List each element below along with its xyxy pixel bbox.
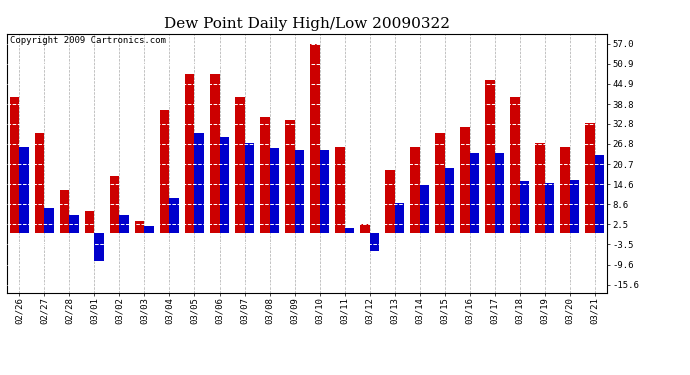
Bar	[260, 117, 270, 233]
Bar	[360, 225, 370, 233]
Bar	[60, 190, 70, 233]
Bar	[195, 133, 204, 233]
Bar	[335, 147, 344, 233]
Text: Copyright 2009 Cartronics.com: Copyright 2009 Cartronics.com	[10, 36, 166, 45]
Bar	[185, 74, 195, 233]
Bar	[570, 180, 579, 233]
Bar	[544, 183, 554, 233]
Bar	[170, 198, 179, 233]
Bar	[285, 120, 295, 233]
Bar	[535, 143, 544, 233]
Bar	[160, 110, 170, 233]
Bar	[310, 44, 319, 233]
Bar	[370, 233, 379, 251]
Bar	[70, 214, 79, 233]
Bar	[210, 74, 219, 233]
Bar	[595, 155, 604, 233]
Bar	[385, 170, 395, 233]
Bar	[35, 133, 44, 233]
Bar	[495, 153, 504, 233]
Bar	[560, 147, 570, 233]
Bar	[485, 80, 495, 233]
Bar	[44, 208, 54, 233]
Bar	[510, 97, 520, 233]
Bar	[95, 233, 104, 261]
Bar	[319, 150, 329, 233]
Bar	[444, 168, 454, 233]
Bar	[270, 148, 279, 233]
Bar	[244, 143, 254, 233]
Bar	[135, 221, 144, 233]
Bar	[19, 147, 29, 233]
Bar	[585, 123, 595, 233]
Bar	[119, 214, 129, 233]
Bar	[295, 150, 304, 233]
Bar	[85, 211, 95, 233]
Title: Dew Point Daily High/Low 20090322: Dew Point Daily High/Low 20090322	[164, 17, 450, 31]
Bar	[110, 176, 119, 233]
Bar	[219, 136, 229, 233]
Bar	[420, 185, 429, 233]
Bar	[470, 153, 479, 233]
Bar	[144, 226, 154, 233]
Bar	[344, 228, 354, 233]
Bar	[410, 147, 420, 233]
Bar	[10, 97, 19, 233]
Bar	[235, 97, 244, 233]
Bar	[460, 127, 470, 233]
Bar	[395, 203, 404, 233]
Bar	[520, 182, 529, 233]
Bar	[435, 133, 444, 233]
